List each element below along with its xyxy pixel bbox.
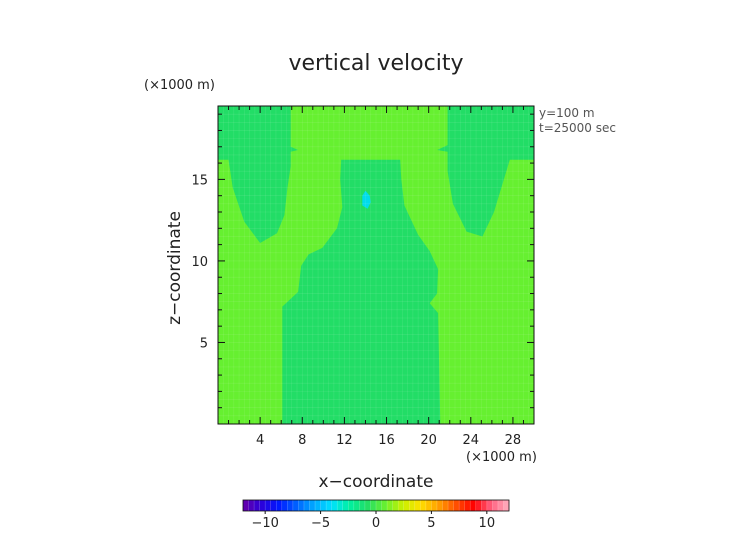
colorbar-cell xyxy=(481,500,488,511)
colorbar-cell xyxy=(359,500,366,511)
annotation-time: t=25000 sec xyxy=(539,121,616,135)
contour-region-3 xyxy=(437,106,534,237)
colorbar-cell xyxy=(436,500,443,511)
colorbar-cell xyxy=(342,500,349,511)
colorbar: −10 −5 0 5 10 xyxy=(242,499,510,531)
y-axis: 5 10 15 xyxy=(191,113,534,409)
colorbar-cell xyxy=(326,500,333,511)
annotation-y-level: y=100 m xyxy=(539,106,595,120)
contour-region-4 xyxy=(362,190,371,209)
contour-region-1 xyxy=(282,159,441,425)
colorbar-cell xyxy=(387,500,394,511)
colorbar-tick-label: −5 xyxy=(311,516,330,531)
colorbar-cell xyxy=(475,500,482,511)
x-axis: 4 8 12 16 20 24 28 xyxy=(228,106,524,448)
colorbar-cell xyxy=(276,500,283,511)
contour-region-2 xyxy=(218,106,299,243)
colorbar-cell xyxy=(348,500,355,511)
colorbar-cell xyxy=(259,500,266,511)
colorbar-cell xyxy=(320,500,327,511)
colorbar-cell xyxy=(243,500,249,511)
y-unit-label: (×1000 m) xyxy=(144,78,215,93)
y-tick-label: 10 xyxy=(191,255,208,270)
colorbar-cell xyxy=(364,500,371,511)
colorbar-cell xyxy=(287,500,294,511)
colorbar-cell xyxy=(492,500,499,511)
y-axis-title: z−coordinate xyxy=(165,211,185,325)
colorbar-cell xyxy=(414,500,421,511)
colorbar-cell xyxy=(470,500,477,511)
colorbar-cell xyxy=(331,500,338,511)
colorbar-tick-label: −10 xyxy=(251,516,278,531)
colorbar-cell xyxy=(409,500,416,511)
x-tick-label: 24 xyxy=(463,433,480,448)
colorbar-cell xyxy=(270,500,277,511)
colorbar-cell xyxy=(353,500,360,511)
chart-title: vertical velocity xyxy=(288,51,463,76)
colorbar-cell xyxy=(420,500,427,511)
colorbar-cell xyxy=(265,500,272,511)
colorbar-cell xyxy=(248,500,255,511)
colorbar-cell xyxy=(398,500,405,511)
colorbar-cell xyxy=(315,500,321,511)
colorbar-cell xyxy=(281,500,288,511)
x-tick-label: 4 xyxy=(256,433,264,448)
colorbar-cell xyxy=(298,500,305,511)
colorbar-cell xyxy=(392,500,399,511)
colorbar-cell xyxy=(431,500,438,511)
x-unit-label: (×1000 m) xyxy=(466,450,537,465)
x-tick-label: 28 xyxy=(505,433,522,448)
colorbar-cell xyxy=(381,500,388,511)
colorbar-cell xyxy=(453,500,460,511)
x-tick-label: 12 xyxy=(336,433,353,448)
colorbar-cell xyxy=(254,500,261,511)
colorbar-cell xyxy=(459,500,466,511)
colorbar-cell xyxy=(442,500,449,511)
x-axis-title: x−coordinate xyxy=(319,472,434,492)
x-tick-label: 8 xyxy=(298,433,306,448)
colorbar-cell xyxy=(497,500,504,511)
colorbar-cell xyxy=(448,500,454,511)
colorbar-cell xyxy=(309,500,316,511)
colorbar-cell xyxy=(292,500,299,511)
colorbar-cell xyxy=(370,500,377,511)
colorbar-tick-label: 0 xyxy=(372,516,380,531)
colorbar-cell xyxy=(503,500,510,511)
x-tick-label: 16 xyxy=(378,433,395,448)
colorbar-cell xyxy=(337,500,344,511)
plot-area xyxy=(217,105,535,425)
colorbar-cell xyxy=(376,500,382,511)
colorbar-tick-label: 5 xyxy=(427,516,435,531)
colorbar-cell xyxy=(425,500,432,511)
colorbar-tick-label: 10 xyxy=(479,516,496,531)
colorbar-cell xyxy=(464,500,471,511)
colorbar-cell xyxy=(403,500,410,511)
colorbar-cell xyxy=(486,500,493,511)
colorbar-cell xyxy=(303,500,310,511)
y-tick-label: 5 xyxy=(200,336,208,351)
y-tick-label: 15 xyxy=(191,173,208,188)
x-tick-label: 20 xyxy=(420,433,437,448)
